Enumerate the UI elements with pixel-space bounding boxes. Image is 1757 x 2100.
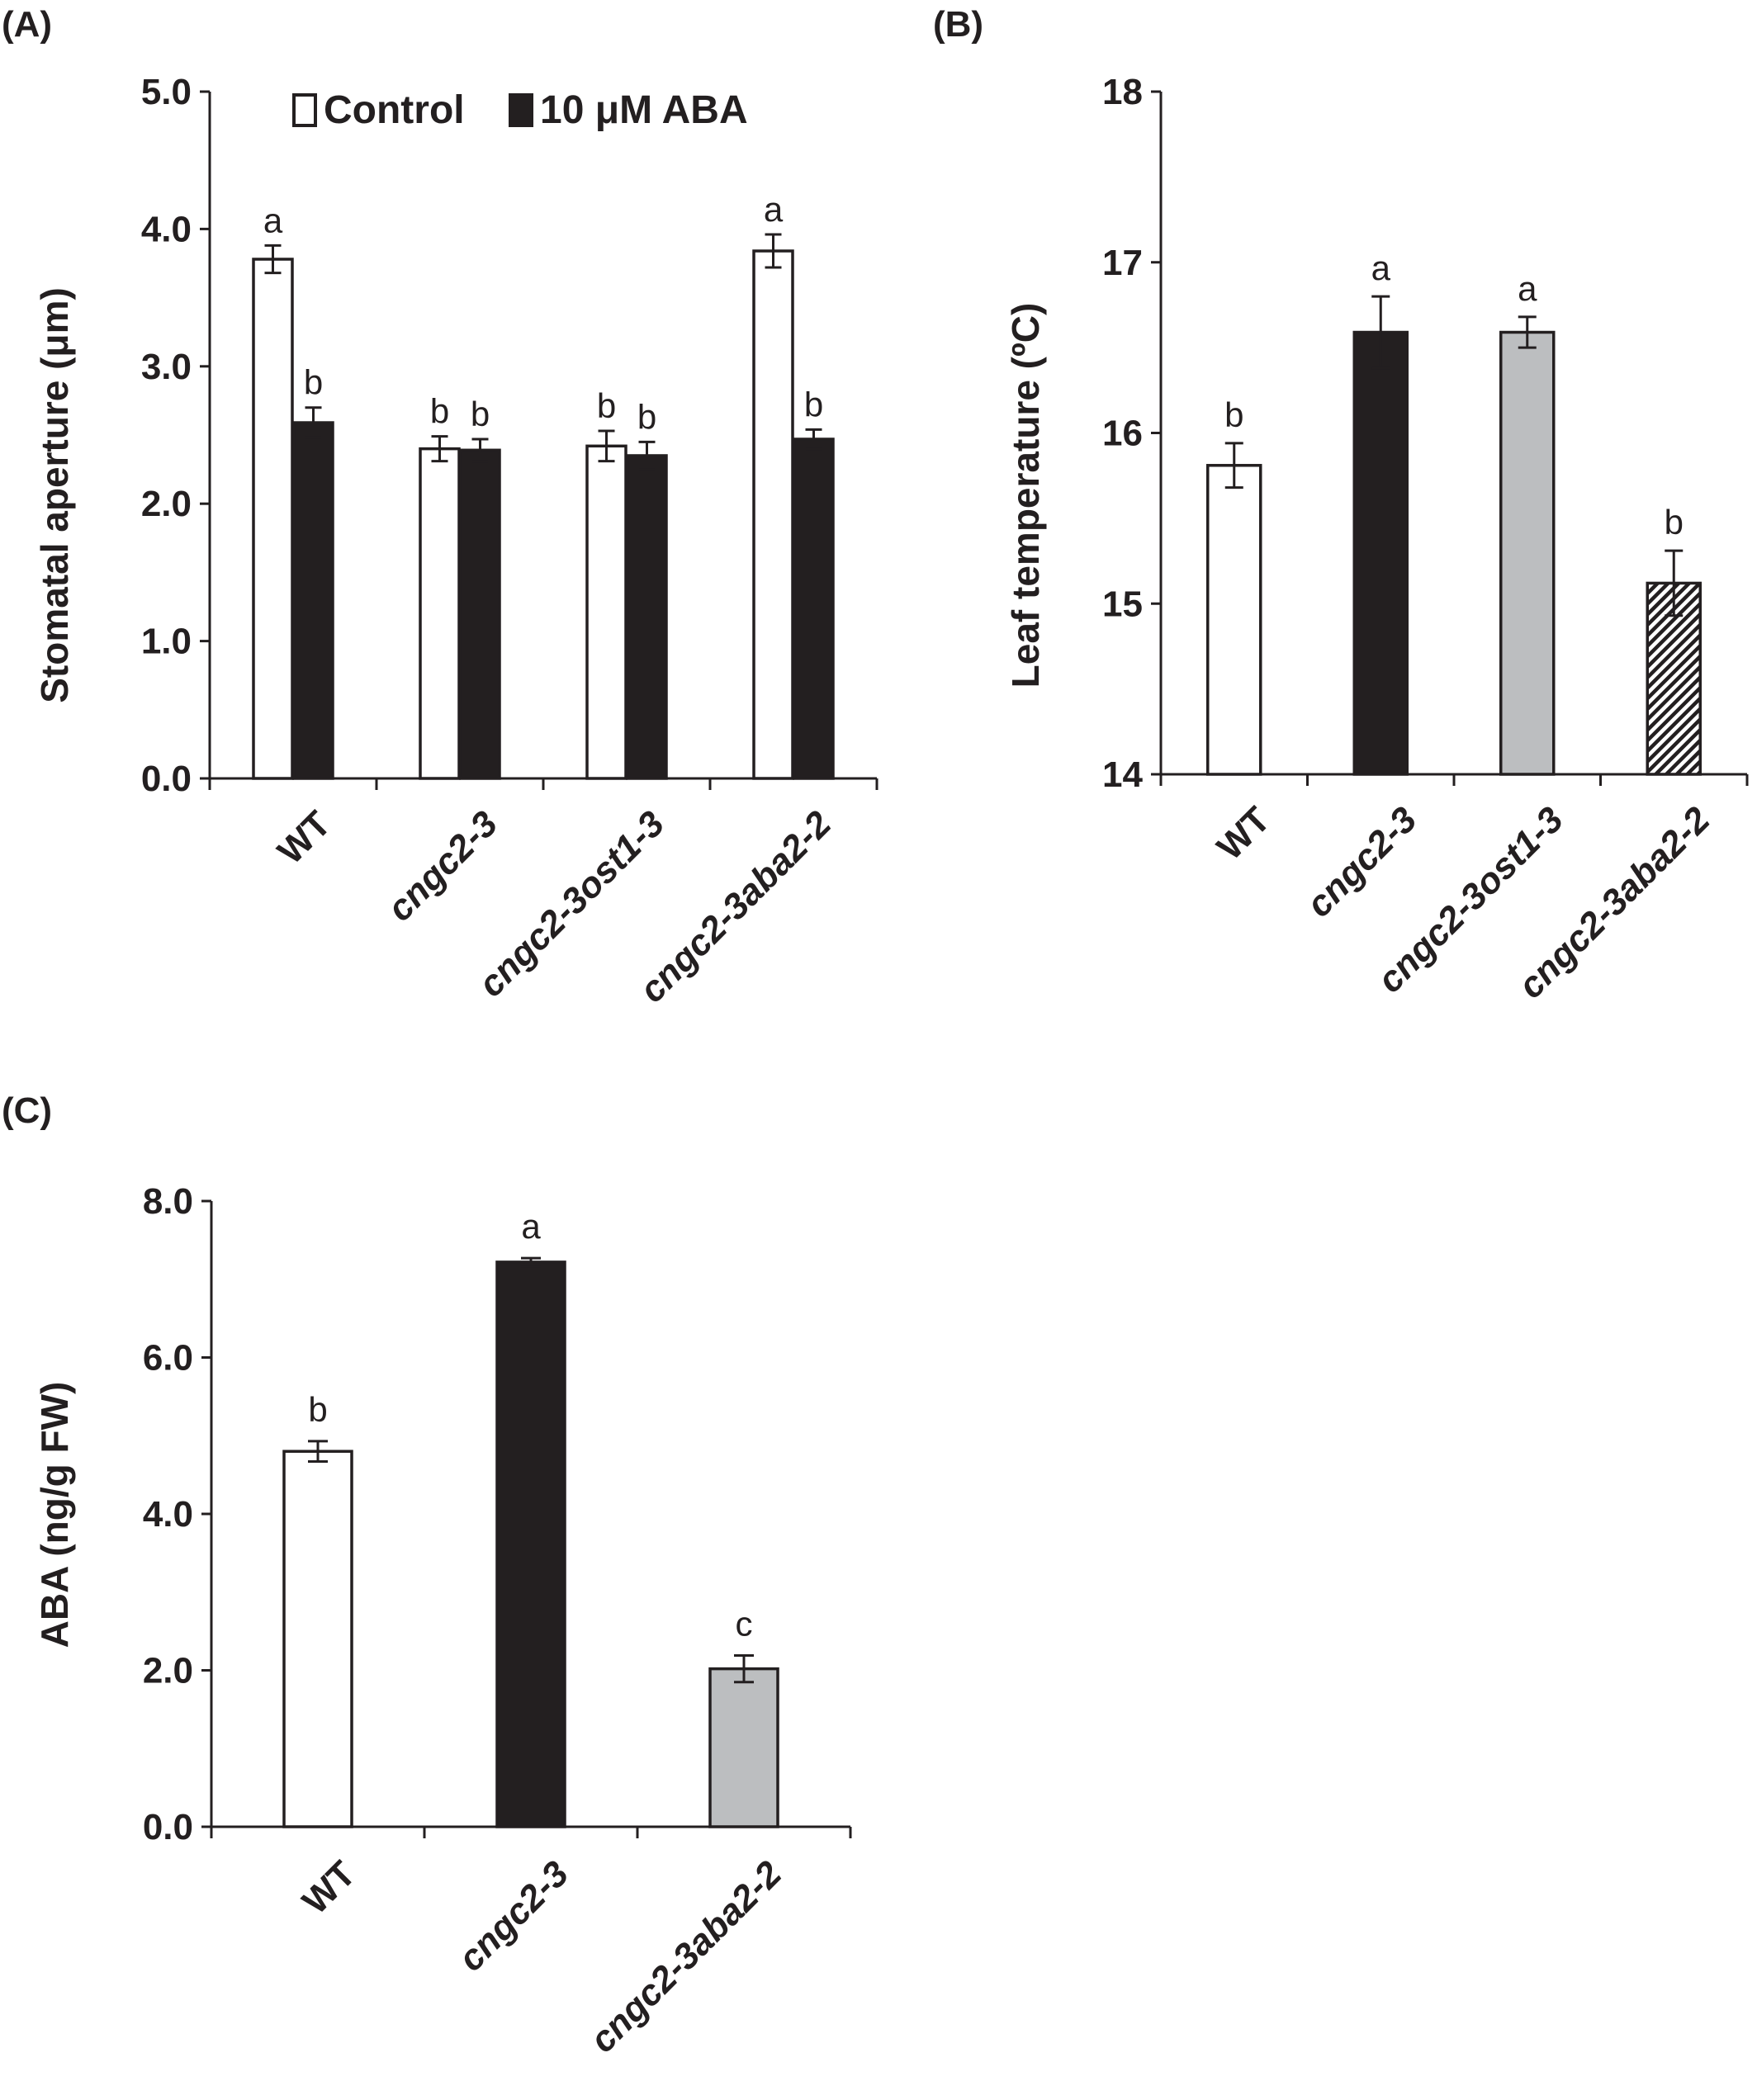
panel-a-bar-wt-10-m-aba xyxy=(292,421,334,780)
panel-b-y-axis-title: Leaf temperature (ºC) xyxy=(1004,303,1047,688)
panel-b-y-tick-label: 15 xyxy=(1102,584,1143,624)
panel-c-bar-wt xyxy=(282,1450,353,1828)
panel-a-bar-cngc2-3-10-m-aba-significance: b xyxy=(471,395,490,433)
panel-c-bar-cngc2-3aba2-2 xyxy=(708,1667,779,1828)
legend-aba-swatch xyxy=(509,93,533,127)
panel-b-bar-cngc2-3aba2-2-significance: b xyxy=(1665,503,1684,542)
panel-c-plot-area: 0.0 2.0 4.0 6.0 8.0 WT cngc2-3 cngc2-3aba2-2 b a c xyxy=(143,1181,852,2060)
panel-a-bar-cngc2-3ost1-3-control-significance: b xyxy=(597,386,616,425)
panel-a-y-tick-label: 3.0 xyxy=(141,347,192,387)
panel-a-bar-cngc2-3-10-m-aba xyxy=(459,448,501,780)
panel-a-y-tick-label: 0.0 xyxy=(141,759,192,799)
panel-a-bar-cngc2-3aba2-2-10-m-aba xyxy=(793,438,835,780)
panel-a-bar-cngc2-3-control xyxy=(419,447,461,780)
panel-a-y-tick-label: 5.0 xyxy=(141,72,192,112)
panel-b-bar-cngc2-3ost1-3 xyxy=(1499,330,1556,776)
panel-a-stomatal-aperture-chart: (A) Stomatal aperture (μm) Control 10 μM… xyxy=(2,4,878,1010)
panel-c-y-axis-title: ABA (ng/g FW) xyxy=(33,1382,76,1648)
panel-c-label: (C) xyxy=(2,1090,52,1131)
panel-c-y-tick-label: 6.0 xyxy=(143,1338,193,1379)
panel-c-y-tick-label: 8.0 xyxy=(143,1181,193,1222)
panel-c-bar-cngc2-3-significance: a xyxy=(521,1207,541,1246)
panel-a-y-tick-label: 2.0 xyxy=(141,484,192,524)
panel-a-bar-wt-10-m-aba-significance: b xyxy=(304,363,323,402)
panel-c-aba-content-chart: (C) ABA (ng/g FW) 0.0 2.0 4.0 6.0 8.0 WT cngc2… xyxy=(2,1090,852,2060)
panel-a-plot-area: 0.01.02.03.04.05.0WT cngc2-3cngc2-3ost1-3… xyxy=(141,72,878,1010)
panel-c-y-tick-label: 0.0 xyxy=(143,1807,193,1847)
panel-b-leaf-temperature-chart: (B) Leaf temperature (ºC) 14 15 16 17 18 WT cn… xyxy=(933,4,1749,1006)
panel-a-y-tick-label: 1.0 xyxy=(141,622,192,662)
panel-b-bar-cngc2-3-significance: a xyxy=(1371,248,1391,287)
panel-b-label: (B) xyxy=(933,4,983,45)
panel-c-y-tick-label: 4.0 xyxy=(143,1494,193,1535)
panel-c-bar-cngc2-3 xyxy=(495,1260,566,1828)
panel-a-bar-cngc2-3ost1-3-10-m-aba xyxy=(626,454,668,780)
panel-c-bar-cngc2-3aba2-2-significance: c xyxy=(736,1604,753,1643)
panel-a-bar-cngc2-3-control-significance: b xyxy=(430,392,449,431)
panel-b-bar-cngc2-3 xyxy=(1352,330,1409,776)
panel-a-y-tick-label: 4.0 xyxy=(141,209,192,249)
panel-a-bar-wt-control xyxy=(252,258,294,780)
panel-c-bar-wt-significance: b xyxy=(308,1390,327,1429)
legend-control-label: Control xyxy=(324,88,465,132)
panel-b-bar-wt xyxy=(1206,464,1262,776)
panel-a-bar-cngc2-3aba2-2-control xyxy=(752,249,794,780)
panel-b-x-label-wt: WT xyxy=(1210,799,1278,868)
panel-b-bar-cngc2-3ost1-3-significance: a xyxy=(1518,269,1537,308)
panel-a-bar-cngc2-3aba2-2-10-m-aba-significance: b xyxy=(804,385,823,423)
panel-b-x-label-cngc2-3: cngc2-3 xyxy=(1299,799,1424,925)
panel-b-y-tick-label: 17 xyxy=(1102,243,1143,283)
panel-a-bar-cngc2-3ost1-3-10-m-aba-significance: b xyxy=(637,397,656,436)
panel-a-label: (A) xyxy=(2,4,52,45)
panel-a-x-label-wt: WT xyxy=(270,803,339,872)
panel-c-x-label-cngc2-3aba2-2: cngc2-3aba2-2 xyxy=(582,1853,789,2060)
legend-control-swatch xyxy=(292,93,317,127)
panel-b-bar-wt-significance: b xyxy=(1224,395,1243,434)
panel-a-bar-cngc2-3aba2-2-control-significance: a xyxy=(764,190,784,229)
panel-a-y-axis-title: Stomatal aperture (μm) xyxy=(33,287,76,703)
panel-a-bar-wt-control-significance: a xyxy=(263,201,283,239)
panel-b-y-tick-label: 18 xyxy=(1102,72,1143,112)
panel-a-legend: Control 10 μM ABA xyxy=(292,88,748,132)
panel-c-x-label-cngc2-3: cngc2-3 xyxy=(451,1853,576,1979)
panel-a-bar-cngc2-3ost1-3-control xyxy=(585,444,628,780)
panel-c-y-tick-label: 2.0 xyxy=(143,1651,193,1691)
panel-c-x-label-wt: WT xyxy=(295,1853,363,1922)
panel-b-y-tick-label: 16 xyxy=(1102,414,1143,454)
panel-b-y-tick-label: 14 xyxy=(1102,754,1143,795)
legend-aba-label: 10 μM ABA xyxy=(540,88,748,132)
panel-a-x-label-cngc2-3: cngc2-3 xyxy=(380,803,505,929)
